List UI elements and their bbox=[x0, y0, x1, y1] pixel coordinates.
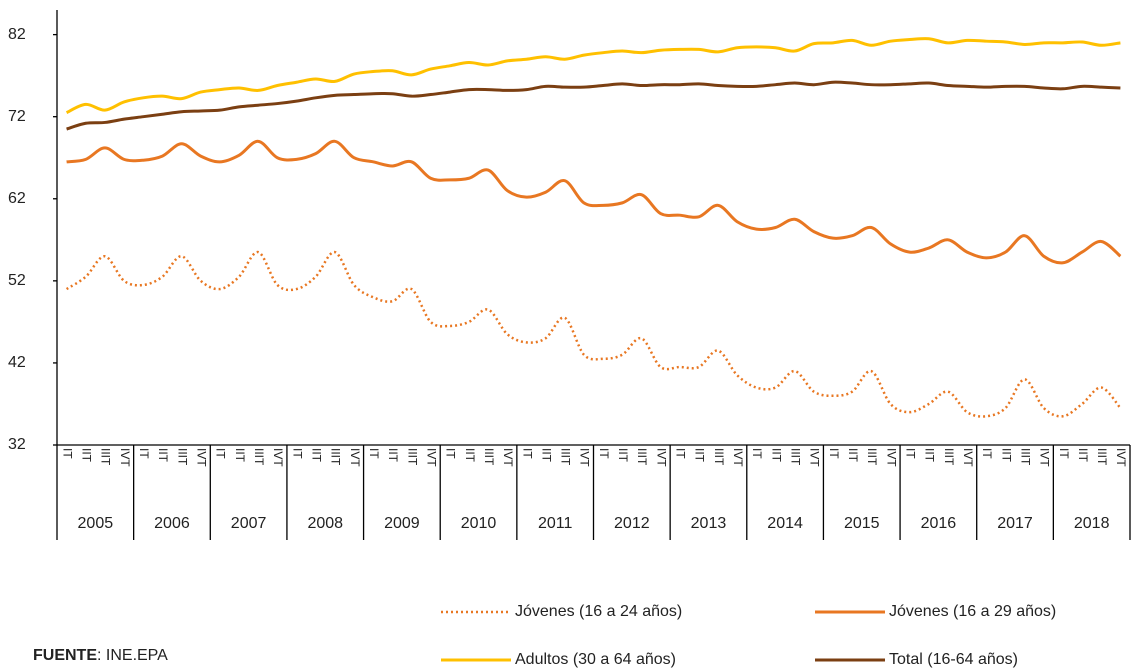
x-tick-label: IIIT bbox=[559, 448, 573, 466]
x-tick-label: IVT bbox=[118, 448, 132, 467]
legend-label: Adultos (30 a 64 años) bbox=[515, 651, 676, 668]
y-tick-label: 62 bbox=[8, 190, 26, 207]
x-tick-label: IVT bbox=[348, 448, 362, 467]
legend-label: Total (16-64 años) bbox=[889, 651, 1018, 668]
x-tick-label: IIIT bbox=[865, 448, 879, 466]
x-tick-label: IIIT bbox=[329, 448, 343, 466]
x-tick-label: IIIT bbox=[99, 448, 113, 466]
source-label: FUENTE bbox=[33, 647, 97, 664]
x-tick-label: IIT bbox=[846, 448, 860, 463]
series-line bbox=[66, 80, 1121, 131]
x-group-label: 2012 bbox=[614, 515, 650, 532]
series-line bbox=[65, 37, 1121, 114]
x-tick-label: IIT bbox=[233, 448, 247, 463]
x-tick-label: IT bbox=[827, 448, 841, 459]
x-tick-label: IIIT bbox=[712, 448, 726, 466]
x-group-label: 2005 bbox=[78, 515, 114, 532]
source-text: : INE.EPA bbox=[97, 647, 168, 664]
y-tick-label: 52 bbox=[8, 272, 26, 289]
x-tick-label: IT bbox=[674, 448, 688, 459]
x-tick-label: IIT bbox=[769, 448, 783, 463]
x-tick-label: IIT bbox=[616, 448, 630, 463]
x-tick-label: IVT bbox=[501, 448, 515, 467]
x-group-label: 2018 bbox=[1074, 515, 1110, 532]
x-tick-label: IT bbox=[980, 448, 994, 459]
x-group-label: 2009 bbox=[384, 515, 420, 532]
x-tick-label: IIT bbox=[923, 448, 937, 463]
x-tick-label: IT bbox=[444, 448, 458, 459]
x-tick-label: IIT bbox=[999, 448, 1013, 463]
x-tick-label: IIT bbox=[309, 448, 323, 463]
x-tick-label: IIIT bbox=[635, 448, 649, 466]
x-tick-label: IT bbox=[214, 448, 228, 459]
y-tick-label: 42 bbox=[8, 354, 26, 371]
x-tick-label: IIIT bbox=[1018, 448, 1032, 466]
x-tick-label: IIIT bbox=[175, 448, 189, 466]
x-tick-label: IT bbox=[367, 448, 381, 459]
x-tick-label: IVT bbox=[731, 448, 745, 467]
x-tick-label: IIT bbox=[156, 448, 170, 463]
x-tick-label: IVT bbox=[271, 448, 285, 467]
x-tick-label: IT bbox=[750, 448, 764, 459]
x-tick-label: IT bbox=[597, 448, 611, 459]
x-tick-label: IVT bbox=[424, 448, 438, 467]
x-tick-label: IVT bbox=[961, 448, 975, 467]
x-group-label: 2016 bbox=[921, 515, 957, 532]
x-tick-label: IIT bbox=[1076, 448, 1090, 463]
x-group-label: 2010 bbox=[461, 515, 497, 532]
x-tick-label: IVT bbox=[808, 448, 822, 467]
x-group-label: 2006 bbox=[154, 515, 190, 532]
x-group-label: 2015 bbox=[844, 515, 880, 532]
x-tick-label: IIIT bbox=[789, 448, 803, 466]
series-line bbox=[65, 250, 1122, 418]
x-tick-label: IVT bbox=[1114, 448, 1128, 467]
x-group-label: 2017 bbox=[997, 515, 1033, 532]
x-tick-label: IVT bbox=[884, 448, 898, 467]
x-tick-label: IVT bbox=[578, 448, 592, 467]
x-tick-label: IIIT bbox=[482, 448, 496, 466]
x-tick-label: IIT bbox=[463, 448, 477, 463]
x-tick-label: IIIT bbox=[252, 448, 266, 466]
x-tick-label: IVT bbox=[1038, 448, 1052, 467]
source: FUENTE: INE.EPA bbox=[33, 647, 168, 664]
x-group-label: 2014 bbox=[767, 515, 803, 532]
x-tick-label: IT bbox=[290, 448, 304, 459]
x-tick-label: IT bbox=[60, 448, 74, 459]
legend-label: Jóvenes (16 a 29 años) bbox=[889, 603, 1056, 620]
x-tick-label: IIIT bbox=[1095, 448, 1109, 466]
x-tick-label: IIT bbox=[80, 448, 94, 463]
x-group-label: 2013 bbox=[691, 515, 727, 532]
x-tick-label: IIT bbox=[539, 448, 553, 463]
series-line bbox=[66, 139, 1122, 265]
x-tick-label: IT bbox=[137, 448, 151, 459]
x-tick-label: IT bbox=[1057, 448, 1071, 459]
y-tick-label: 82 bbox=[8, 26, 26, 43]
y-tick-label: 32 bbox=[8, 436, 26, 453]
x-tick-label: IT bbox=[903, 448, 917, 459]
x-group-label: 2011 bbox=[538, 515, 573, 532]
x-tick-label: IT bbox=[520, 448, 534, 459]
x-tick-label: IIT bbox=[386, 448, 400, 463]
x-tick-label: IIT bbox=[693, 448, 707, 463]
x-tick-label: IVT bbox=[195, 448, 209, 467]
x-tick-label: IVT bbox=[654, 448, 668, 467]
x-group-label: 2007 bbox=[231, 515, 267, 532]
x-group-label: 2008 bbox=[307, 515, 343, 532]
y-tick-label: 72 bbox=[8, 108, 26, 125]
x-tick-label: IIIT bbox=[405, 448, 419, 466]
legend-label: Jóvenes (16 a 24 años) bbox=[515, 603, 682, 620]
x-tick-label: IIIT bbox=[942, 448, 956, 466]
